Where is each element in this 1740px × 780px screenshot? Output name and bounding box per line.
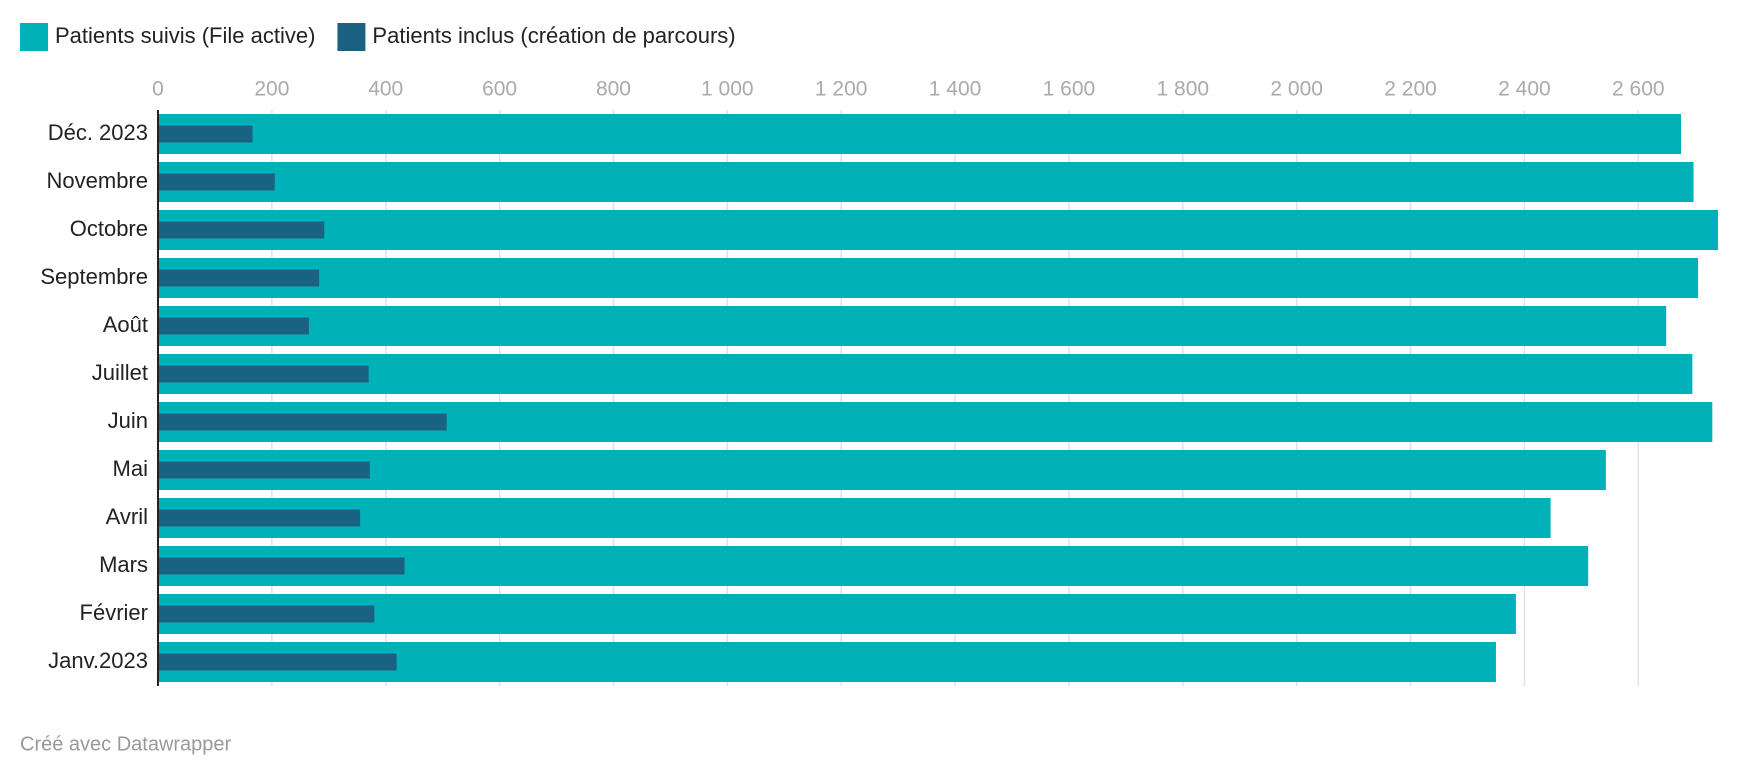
x-tick-label: 600 xyxy=(482,78,517,101)
bar xyxy=(158,210,1718,250)
bar xyxy=(158,162,1694,202)
legend-label: Patients suivis (File active) xyxy=(55,23,315,48)
bar xyxy=(158,450,1606,490)
bar xyxy=(158,306,1667,346)
x-tick-label: 400 xyxy=(368,78,403,101)
y-tick-label: Mai xyxy=(113,456,148,481)
y-tick-label: Avril xyxy=(106,504,148,529)
y-tick-label: Octobre xyxy=(70,216,148,241)
legend-swatch xyxy=(337,23,366,51)
x-tick-label: 2 200 xyxy=(1384,78,1437,101)
x-tick-label: 2 400 xyxy=(1498,78,1551,101)
y-tick-label: Juin xyxy=(108,408,148,433)
x-tick-label: 200 xyxy=(254,78,289,101)
y-tick-label: Novembre xyxy=(47,168,148,193)
bar xyxy=(158,461,370,479)
bar xyxy=(158,221,325,239)
bar xyxy=(158,498,1551,538)
bar xyxy=(158,365,369,383)
x-tick-label: 1 400 xyxy=(929,78,982,101)
y-tick-label: Février xyxy=(80,600,148,625)
x-tick-label: 1 800 xyxy=(1157,78,1210,101)
y-tick-label: Juillet xyxy=(92,360,148,385)
x-tick-label: 1 600 xyxy=(1043,78,1096,101)
bar xyxy=(158,317,309,335)
x-tick-label: 2 600 xyxy=(1612,78,1665,101)
legend-label: Patients inclus (création de parcours) xyxy=(372,23,735,48)
y-tick-label: Septembre xyxy=(40,264,148,289)
bar xyxy=(158,173,275,191)
y-tick-label: Déc. 2023 xyxy=(48,120,148,145)
bar xyxy=(158,594,1516,634)
x-tick-label: 1 000 xyxy=(701,78,754,101)
bar xyxy=(158,557,405,575)
bar xyxy=(158,125,253,143)
bar xyxy=(158,114,1681,154)
bar xyxy=(158,269,320,287)
y-tick-label: Mars xyxy=(99,552,148,577)
y-tick-label: Janv.2023 xyxy=(48,648,148,673)
bar xyxy=(158,258,1699,298)
x-tick-label: 2 000 xyxy=(1270,78,1323,101)
bar xyxy=(158,354,1693,394)
bar xyxy=(158,413,447,431)
bar xyxy=(158,509,361,527)
legend-swatch xyxy=(20,23,48,51)
bar xyxy=(158,653,397,671)
x-tick-label: 1 200 xyxy=(815,78,868,101)
credit: Créé avec Datawrapper xyxy=(20,733,232,755)
x-tick-label: 0 xyxy=(152,78,164,101)
bar xyxy=(158,605,375,623)
x-tick-label: 800 xyxy=(596,78,631,101)
y-tick-label: Août xyxy=(103,312,148,337)
